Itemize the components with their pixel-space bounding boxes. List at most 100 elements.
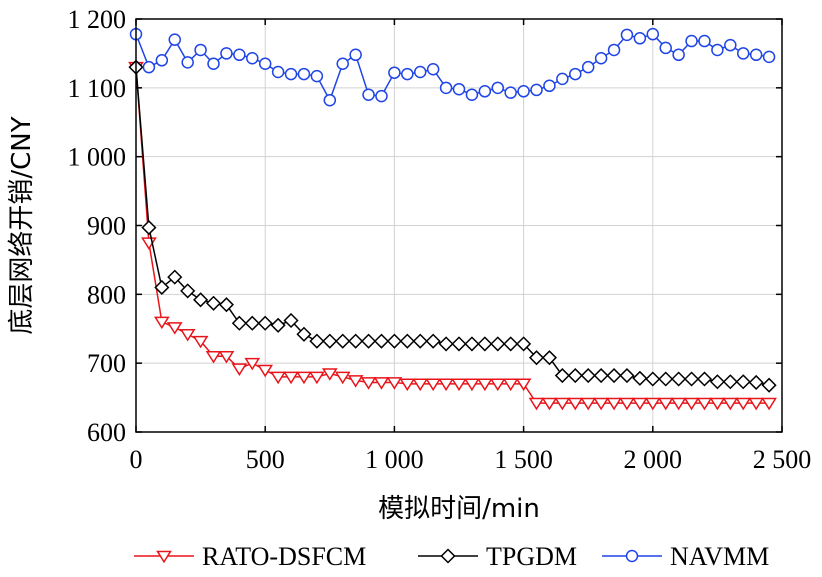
data-point bbox=[516, 336, 532, 352]
data-point bbox=[181, 56, 194, 69]
data-point bbox=[244, 315, 260, 331]
data-point bbox=[218, 297, 235, 313]
data-point bbox=[218, 350, 235, 364]
data-point bbox=[606, 367, 622, 384]
data-point bbox=[399, 378, 416, 392]
data-point bbox=[606, 397, 622, 411]
data-point bbox=[556, 72, 569, 86]
data-point bbox=[581, 60, 595, 74]
data-point bbox=[401, 67, 414, 81]
data-point bbox=[580, 367, 596, 384]
series-navmm bbox=[129, 27, 776, 107]
data-point bbox=[748, 397, 765, 411]
data-point bbox=[748, 374, 764, 391]
series-line bbox=[135, 33, 770, 103]
data-point bbox=[141, 220, 157, 236]
data-point bbox=[168, 33, 182, 46]
y-tick-label: 1 100 bbox=[68, 74, 127, 103]
data-point bbox=[632, 397, 648, 411]
data-point bbox=[761, 397, 777, 411]
data-point bbox=[476, 378, 493, 392]
data-point bbox=[412, 333, 428, 349]
data-point bbox=[543, 79, 556, 93]
data-point bbox=[425, 333, 441, 349]
data-point bbox=[607, 43, 621, 57]
data-point bbox=[644, 397, 661, 411]
data-point bbox=[334, 371, 351, 385]
data-point bbox=[323, 93, 337, 107]
data-point bbox=[567, 367, 583, 384]
data-point bbox=[761, 377, 777, 393]
data-point bbox=[192, 335, 209, 349]
data-point bbox=[179, 328, 196, 342]
data-point bbox=[270, 317, 286, 333]
data-point bbox=[580, 397, 597, 411]
legend-label: TPGDM bbox=[486, 542, 577, 571]
data-point bbox=[683, 397, 700, 411]
data-point bbox=[698, 34, 711, 48]
data-point bbox=[284, 67, 298, 81]
y-tick-label: 1 200 bbox=[68, 5, 127, 34]
data-point bbox=[297, 67, 311, 81]
data-point bbox=[347, 375, 364, 388]
x-tick-label: 1 000 bbox=[365, 445, 424, 474]
data-point bbox=[735, 397, 752, 411]
legend-marker bbox=[625, 549, 639, 563]
data-point bbox=[231, 363, 248, 376]
data-point bbox=[360, 377, 377, 390]
data-point bbox=[142, 60, 156, 74]
data-point bbox=[724, 38, 737, 52]
data-point bbox=[517, 85, 530, 98]
x-tick-label: 2 500 bbox=[753, 445, 812, 474]
data-point bbox=[645, 371, 661, 387]
data-point bbox=[736, 47, 750, 60]
data-point bbox=[451, 336, 467, 352]
data-point bbox=[670, 397, 687, 411]
data-point bbox=[593, 367, 609, 384]
data-point bbox=[321, 368, 338, 381]
y-tick-labels: 600 700 800 900 1 000 1 100 1 200 bbox=[68, 5, 127, 447]
data-point bbox=[154, 279, 170, 296]
data-point bbox=[502, 378, 519, 392]
data-point bbox=[762, 50, 776, 64]
data-point bbox=[659, 41, 672, 55]
data-point bbox=[593, 397, 609, 411]
data-point bbox=[271, 65, 285, 79]
data-point bbox=[360, 333, 377, 349]
data-point bbox=[696, 397, 713, 411]
data-point bbox=[362, 88, 375, 101]
data-point bbox=[244, 357, 261, 371]
data-point bbox=[167, 269, 183, 285]
data-point bbox=[388, 66, 401, 79]
data-point bbox=[322, 333, 338, 349]
data-point bbox=[257, 315, 273, 331]
data-point bbox=[477, 336, 493, 352]
data-point bbox=[464, 378, 480, 392]
data-point bbox=[478, 85, 492, 98]
data-point bbox=[554, 367, 570, 384]
x-tick-labels: 0 500 1 000 1 500 2 000 2 500 bbox=[130, 445, 812, 474]
data-point bbox=[685, 34, 698, 48]
data-point bbox=[373, 333, 390, 349]
data-point bbox=[658, 371, 674, 387]
data-point bbox=[569, 67, 582, 81]
data-point bbox=[541, 397, 558, 411]
data-point bbox=[619, 367, 635, 384]
data-point bbox=[310, 69, 324, 83]
legend-marker bbox=[156, 550, 172, 564]
data-point bbox=[541, 350, 558, 366]
data-point bbox=[373, 377, 390, 390]
data-point bbox=[348, 333, 364, 349]
series-tpgdm bbox=[128, 59, 777, 393]
data-point bbox=[515, 378, 532, 392]
data-point bbox=[194, 43, 207, 57]
data-point bbox=[386, 333, 402, 349]
data-point bbox=[309, 333, 325, 349]
y-tick-label: 600 bbox=[87, 418, 126, 447]
data-point bbox=[296, 326, 312, 342]
data-point bbox=[528, 397, 545, 411]
data-point bbox=[336, 57, 349, 70]
x-tick-label: 2 000 bbox=[624, 445, 683, 474]
data-point bbox=[633, 32, 647, 45]
